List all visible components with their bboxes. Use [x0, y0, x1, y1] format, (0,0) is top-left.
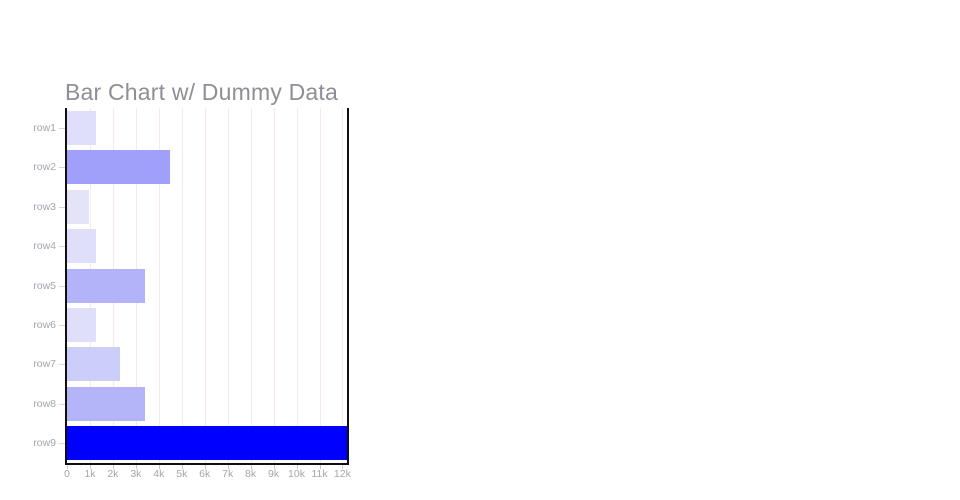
x-tick-mark [181, 465, 183, 469]
y-tick-label: row8 [33, 397, 56, 410]
y-tick-label: row6 [33, 318, 56, 331]
x-tick-label: 4k [153, 468, 165, 480]
chart-title: Bar Chart w/ Dummy Data [65, 79, 338, 105]
bar-row1 [67, 110, 96, 145]
bar-row2 [67, 150, 171, 185]
y-tick-label: row4 [33, 240, 56, 253]
bar-row6 [67, 307, 96, 342]
gridline [227, 108, 229, 463]
x-tick-label: 5k [176, 468, 188, 480]
x-tick-label: 9k [268, 468, 280, 480]
gridline [273, 108, 275, 463]
x-tick-label: 12k [333, 468, 351, 480]
x-tick-mark [342, 465, 344, 469]
bar-row3 [67, 189, 89, 224]
y-tick-mark [59, 206, 65, 208]
x-tick-mark [135, 465, 137, 469]
x-tick-label: 8k [245, 468, 257, 480]
y-tick-mark [59, 403, 65, 405]
bar-row7 [67, 347, 120, 382]
gridline [204, 108, 206, 463]
x-tick-mark [319, 465, 321, 469]
x-tick-mark [227, 465, 229, 469]
x-tick-label: 6k [199, 468, 211, 480]
gridline [296, 108, 298, 463]
y-tick-mark [59, 167, 65, 169]
gridline [342, 108, 344, 463]
x-tick-mark [204, 465, 206, 469]
y-tick-label: row2 [33, 161, 56, 174]
bar-row9 [67, 426, 347, 461]
x-tick-label: 11k [311, 468, 328, 480]
x-tick-label: 1k [84, 468, 96, 480]
y-tick-mark [59, 443, 65, 445]
x-tick-mark [296, 465, 298, 469]
bar-row8 [67, 386, 145, 421]
x-tick-label: 7k [222, 468, 234, 480]
y-tick-label: row5 [33, 279, 56, 292]
bar-row5 [67, 268, 145, 303]
y-tick-label: row7 [33, 358, 56, 371]
x-tick-mark [67, 465, 68, 469]
x-tick-mark [90, 465, 91, 469]
y-tick-mark [59, 246, 65, 248]
y-tick-label: row3 [33, 200, 56, 213]
y-tick-label: row1 [33, 121, 56, 134]
gridline [319, 108, 321, 463]
x-tick-label: 0 [64, 468, 70, 480]
x-tick-mark [273, 465, 275, 469]
y-tick-mark [59, 127, 65, 129]
y-tick-mark [59, 285, 65, 287]
x-tick-label: 3k [130, 468, 142, 480]
gridline [181, 108, 183, 463]
y-tick-mark [59, 324, 65, 326]
x-tick-mark [158, 465, 160, 469]
bar-row4 [67, 229, 96, 264]
y-tick-label: row9 [33, 437, 56, 450]
gridline [250, 108, 252, 463]
x-tick-mark [112, 465, 114, 469]
x-tick-mark [250, 465, 252, 469]
plot-area [65, 108, 349, 465]
x-tick-label: 10k [288, 468, 305, 480]
x-tick-label: 2k [107, 468, 119, 480]
gridline [158, 108, 160, 463]
y-tick-mark [59, 364, 65, 366]
